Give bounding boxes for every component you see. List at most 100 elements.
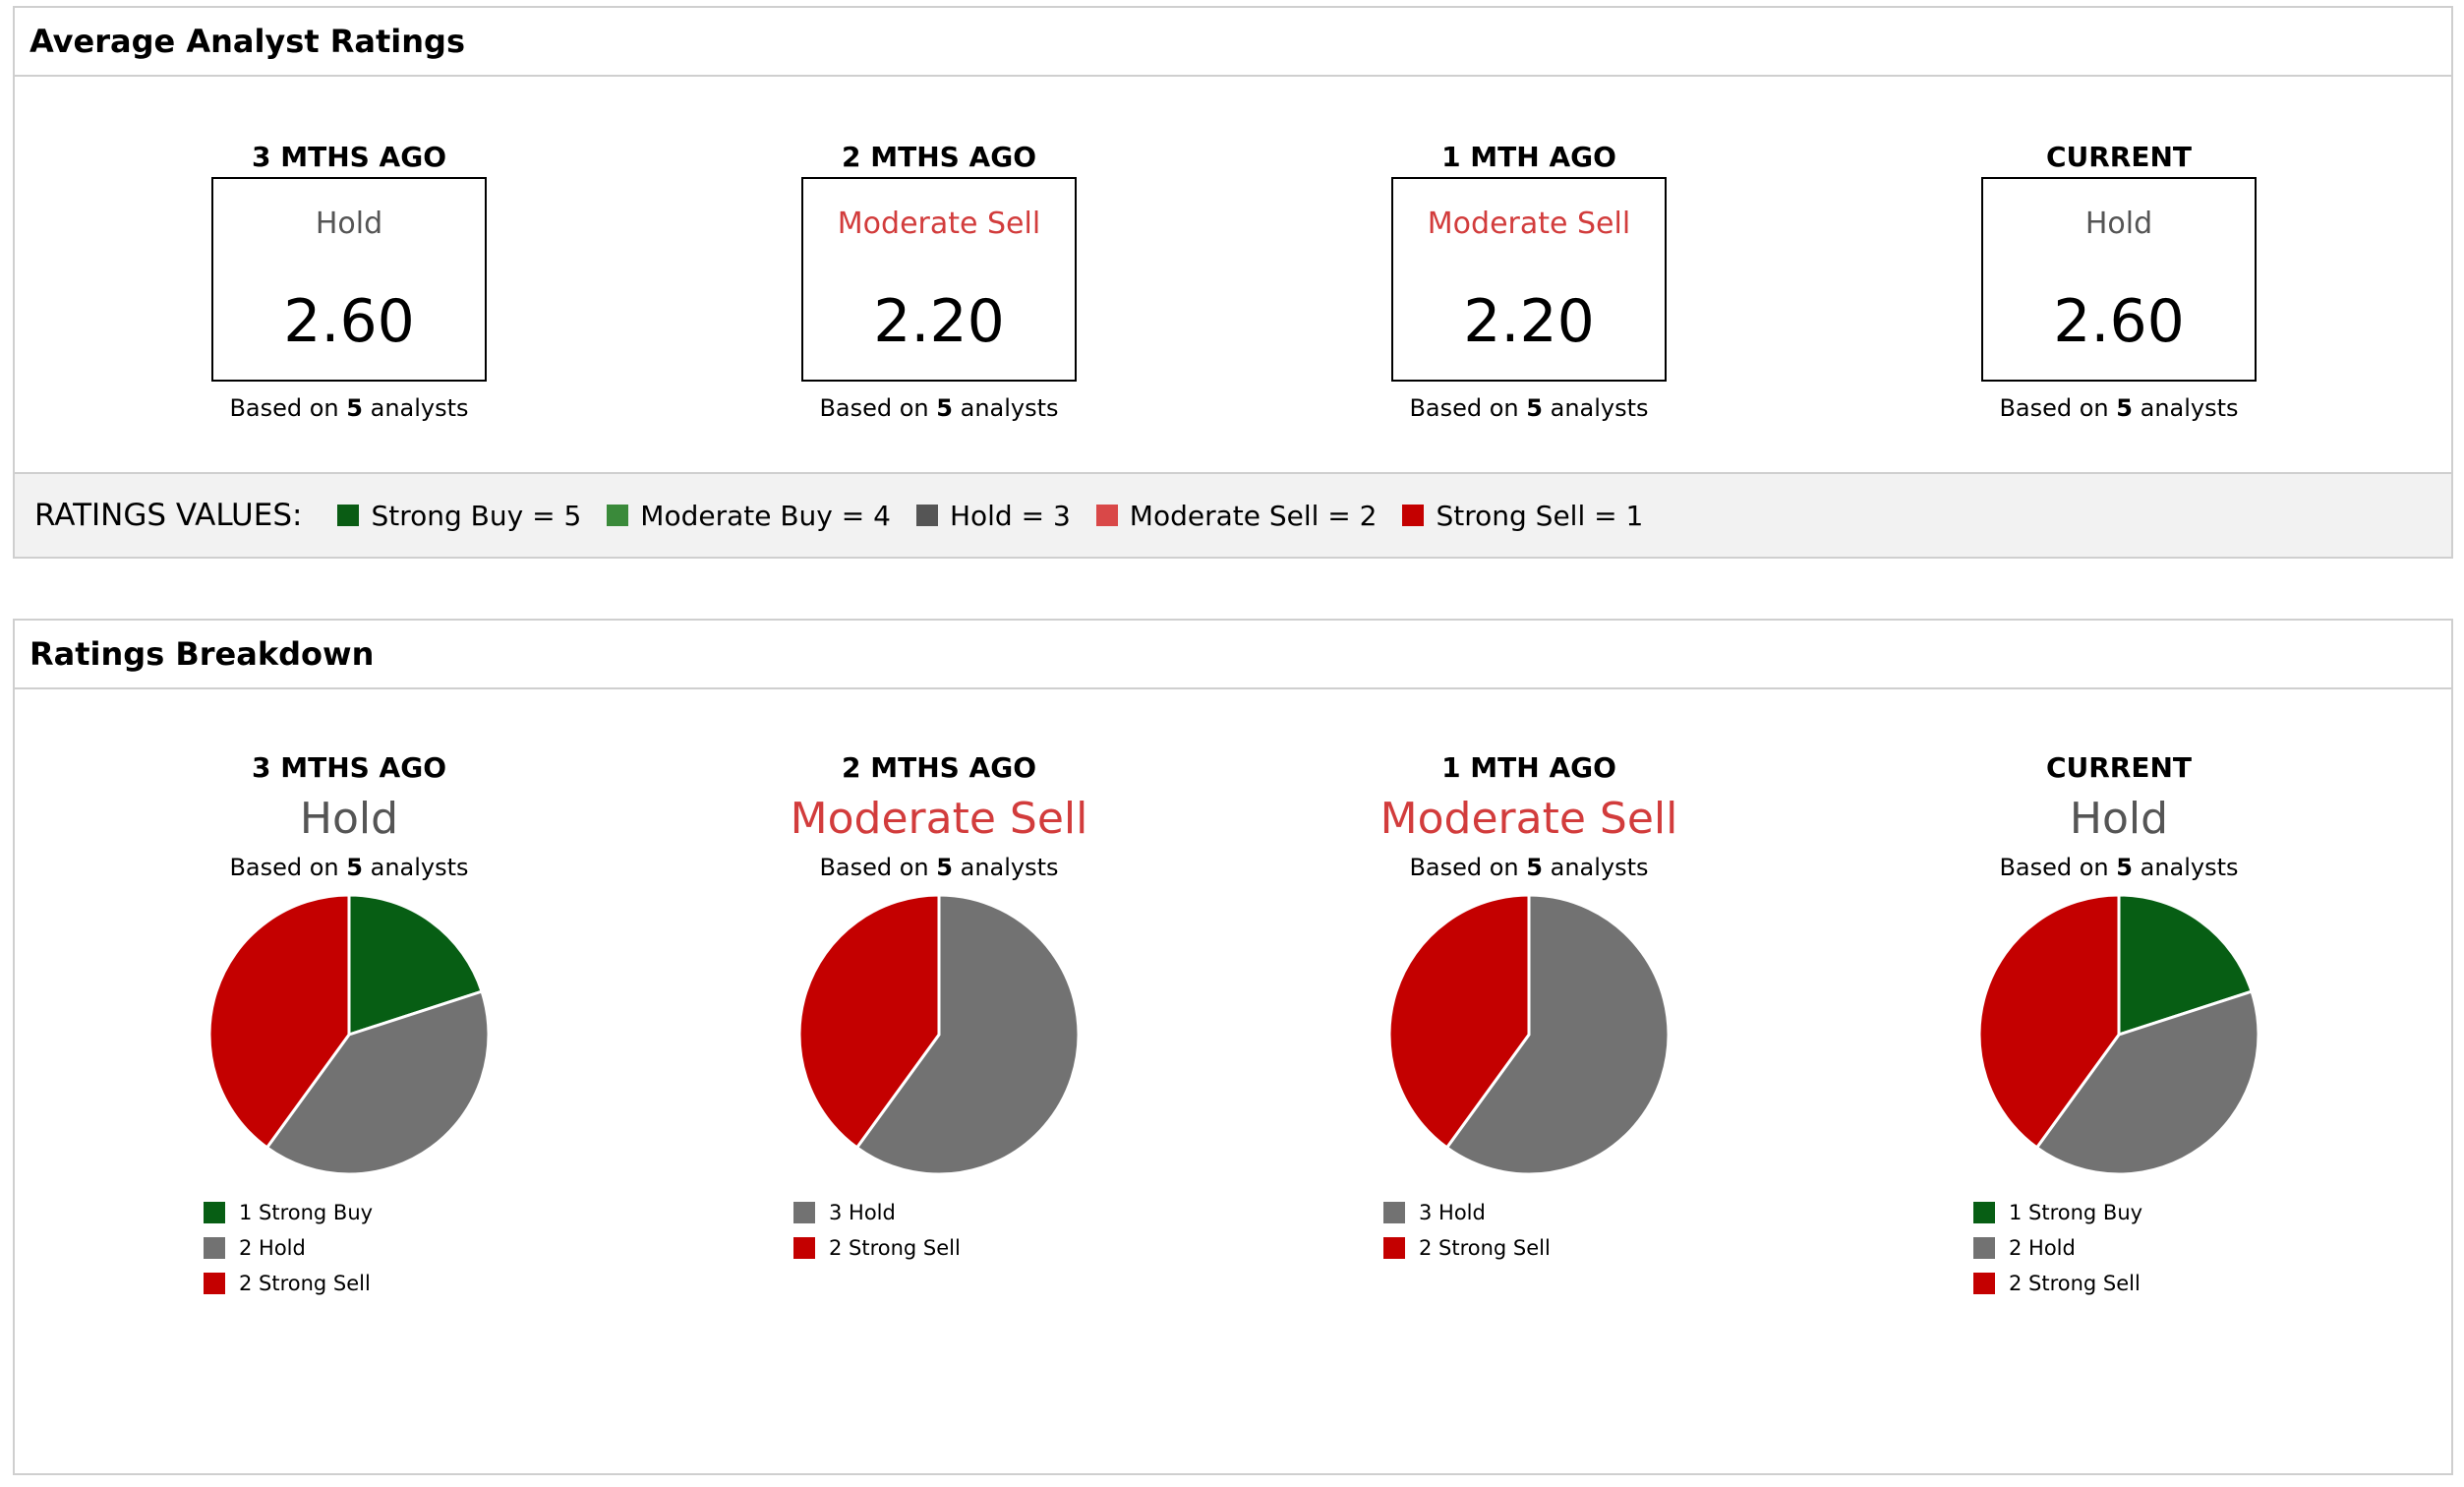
box-rating-value: 2.60 (2053, 287, 2185, 356)
legend-item-strong-buy: Strong Buy = 5 (337, 500, 581, 532)
based-on-suffix: analysts (370, 394, 469, 422)
pie-chart (797, 893, 1081, 1176)
pie-legend-swatch (793, 1202, 815, 1223)
pie-slice-3-hold (1444, 893, 1671, 1176)
avg-column-label: 3 MTHS AGO (252, 141, 446, 173)
pie-legend-item: 2 Strong Sell (74, 1266, 624, 1301)
based-on-suffix: analysts (1550, 394, 1649, 422)
breakdown-rating-text: Moderate Sell (1379, 794, 1678, 844)
pie-legend-label: 2 Strong Sell (2009, 1272, 2141, 1295)
analyst-count: 5 (936, 854, 953, 881)
based-on-text: Based on 5 analysts (664, 391, 1214, 425)
breakdown-column-label: 2 MTHS AGO (842, 751, 1036, 784)
pie-legend-swatch (1383, 1202, 1405, 1223)
breakdown-rating-text: Hold (2069, 794, 2169, 844)
based-on-prefix: Based on (229, 854, 339, 881)
pie-slice-2-strong-sell (1977, 893, 2121, 1150)
average-ratings-title: Average Analyst Ratings (15, 8, 2451, 77)
legend-swatch (607, 505, 629, 526)
pie-legend-label: 2 Strong Sell (1419, 1236, 1551, 1260)
pie-slice-2-strong-sell (1387, 893, 1531, 1150)
avg-column-3-mths-ago: 3 MTHS AGO Hold 2.60 Based on 5 analysts (74, 138, 624, 425)
breakdown-rating-text: Hold (299, 794, 399, 844)
pie-legend-label: 2 Strong Sell (239, 1272, 371, 1295)
avg-column-2-mths-ago: 2 MTHS AGO Moderate Sell 2.20 Based on 5… (664, 138, 1214, 425)
box-rating-value: 2.20 (873, 287, 1005, 356)
analyst-count: 5 (1526, 854, 1543, 881)
pie-slice-2-strong-sell (207, 893, 351, 1150)
avg-column-label: CURRENT (2045, 141, 2193, 173)
pie-legend-swatch (1973, 1237, 1995, 1259)
ratings-values-title: RATINGS VALUES: (34, 498, 303, 533)
based-on-suffix: analysts (2140, 854, 2239, 881)
ratings-values-legend: RATINGS VALUES: Strong Buy = 5 Moderate … (15, 472, 2451, 557)
pie-legend-item: 2 Strong Sell (664, 1230, 1214, 1266)
breakdown-column-label: 3 MTHS AGO (252, 751, 446, 784)
based-on-prefix: Based on (1409, 854, 1519, 881)
pie-legend-item: 2 Hold (1844, 1230, 2394, 1266)
based-on-text: Based on 5 analysts (1254, 391, 1804, 425)
legend-swatch (1402, 505, 1425, 526)
based-on-prefix: Based on (1999, 394, 2109, 422)
analyst-count: 5 (346, 854, 363, 881)
pie-chart (207, 893, 491, 1176)
rating-box: Hold 2.60 (211, 177, 487, 382)
based-on-prefix: Based on (229, 394, 339, 422)
breakdown-column-1-mth-ago: 1 MTH AGO Moderate Sell Based on 5 analy… (1254, 748, 1804, 1266)
based-on-suffix: analysts (1550, 854, 1649, 881)
pie-legend-item: 1 Strong Buy (1844, 1195, 2394, 1230)
pie-legend-item: 3 Hold (664, 1195, 1214, 1230)
ratings-breakdown-panel: Ratings Breakdown 3 MTHS AGO Hold Based … (13, 619, 2453, 1475)
breakdown-column-3-mths-ago: 3 MTHS AGO Hold Based on 5 analysts 1 St… (74, 748, 624, 1301)
pie-legend-item: 2 Strong Sell (1254, 1230, 1804, 1266)
pie-legend: 3 Hold 2 Strong Sell (1254, 1195, 1804, 1266)
ratings-breakdown-title: Ratings Breakdown (15, 621, 2451, 689)
legend-item-hold: Hold = 3 (915, 499, 1071, 532)
legend-label: Strong Buy = 5 (371, 499, 582, 532)
box-rating-text: Moderate Sell (837, 207, 1041, 241)
avg-column-label: 1 MTH AGO (1441, 141, 1616, 173)
pie-legend-label: 2 Hold (239, 1236, 306, 1260)
avg-column-1-mth-ago: 1 MTH AGO Moderate Sell 2.20 Based on 5 … (1254, 138, 1804, 425)
based-on-text: Based on 5 analysts (74, 851, 624, 884)
pie-legend: 1 Strong Buy 2 Hold 2 Strong Sell (74, 1195, 624, 1301)
analyst-count: 5 (936, 394, 953, 422)
pie-legend-swatch (204, 1273, 225, 1294)
pie-slice-1-strong-buy (347, 893, 484, 1038)
based-on-text: Based on 5 analysts (1254, 851, 1804, 884)
pie-legend-item: 2 Strong Sell (1844, 1266, 2394, 1301)
legend-item-strong-sell: Strong Sell = 1 (1402, 500, 1643, 532)
pie-legend-swatch (1973, 1273, 1995, 1294)
box-rating-text: Hold (315, 207, 383, 241)
breakdown-column-label: 1 MTH AGO (1441, 751, 1616, 784)
legend-label: Strong Sell = 1 (1436, 499, 1644, 532)
based-on-prefix: Based on (819, 394, 929, 422)
pie-legend-item: 3 Hold (1254, 1195, 1804, 1230)
based-on-prefix: Based on (1409, 394, 1519, 422)
pie-slice-2-strong-sell (797, 893, 941, 1150)
pie-legend-swatch (1973, 1202, 1995, 1223)
box-rating-text: Hold (2084, 207, 2153, 241)
pie-legend-label: 3 Hold (829, 1201, 896, 1224)
breakdown-rating-text: Moderate Sell (790, 794, 1088, 844)
legend-label: Hold = 3 (949, 499, 1071, 532)
breakdown-column-label: CURRENT (2045, 751, 2193, 784)
pie-legend-swatch (204, 1202, 225, 1223)
analyst-count: 5 (2116, 854, 2133, 881)
legend-item-moderate-sell: Moderate Sell = 2 (1095, 500, 1377, 532)
pie-legend-label: 3 Hold (1419, 1201, 1486, 1224)
box-rating-value: 2.20 (1463, 287, 1595, 356)
pie-legend: 3 Hold 2 Strong Sell (664, 1195, 1214, 1266)
legend-swatch (1095, 505, 1118, 526)
based-on-prefix: Based on (819, 854, 929, 881)
rating-box: Moderate Sell 2.20 (801, 177, 1077, 382)
pie-slice-1-strong-buy (2117, 893, 2254, 1038)
box-rating-value: 2.60 (283, 287, 415, 356)
legend-item-moderate-buy: Moderate Buy = 4 (607, 500, 891, 532)
legend-label: Moderate Buy = 4 (640, 499, 891, 532)
avg-column-label: 2 MTHS AGO (842, 141, 1036, 173)
based-on-text: Based on 5 analysts (1844, 391, 2394, 425)
pie-chart (1387, 893, 1671, 1176)
rating-box: Moderate Sell 2.20 (1391, 177, 1667, 382)
pie-legend-swatch (1383, 1237, 1405, 1259)
